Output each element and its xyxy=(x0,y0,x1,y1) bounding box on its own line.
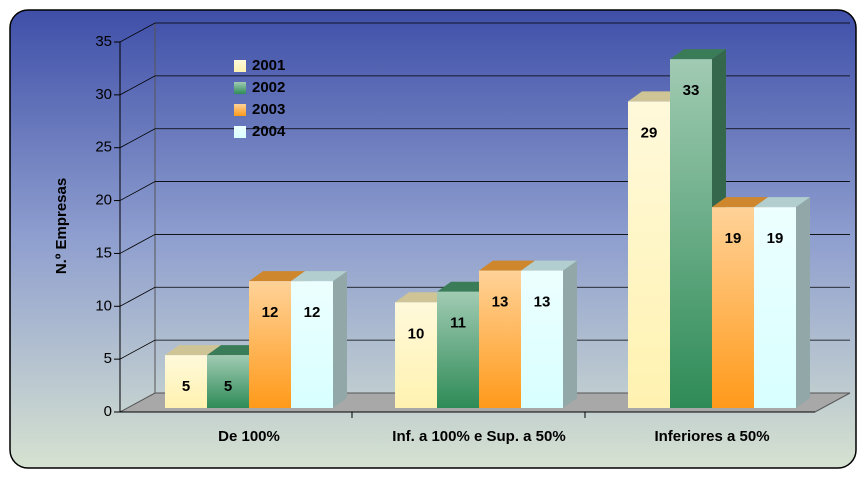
value-label: 13 xyxy=(534,294,551,311)
y-tick-label: 5 xyxy=(104,350,112,367)
bar-top xyxy=(521,260,577,271)
bar-side xyxy=(333,271,347,408)
bar-top xyxy=(249,271,305,282)
grid-line xyxy=(119,75,850,96)
value-label: 12 xyxy=(304,304,321,321)
legend-swatch xyxy=(234,60,246,72)
value-label: 19 xyxy=(725,230,742,247)
value-label: 19 xyxy=(767,230,784,247)
bar xyxy=(291,281,333,408)
legend-swatch xyxy=(234,104,246,116)
value-label: 11 xyxy=(450,315,466,332)
bar xyxy=(479,270,521,408)
bar xyxy=(628,101,670,408)
x-tick-label: De 100% xyxy=(218,428,280,445)
legend-label: 2001 xyxy=(252,57,285,74)
legend-swatch xyxy=(234,82,246,94)
x-tick-label-box: Inferiores a 50% xyxy=(654,428,770,445)
y-tick-label: 20 xyxy=(95,192,112,209)
value-label: 12 xyxy=(262,304,279,321)
x-tick-label: Inf. a 100% e Sup. a 50% xyxy=(392,428,566,445)
bar xyxy=(670,59,712,409)
bar-top xyxy=(670,49,726,60)
bar xyxy=(712,207,754,408)
bar-side xyxy=(796,197,810,408)
value-label: 10 xyxy=(408,325,425,342)
x-tick-label-box: De 100% xyxy=(218,428,280,445)
y-axis-label: N.º Empresas xyxy=(53,178,70,274)
legend-label: 2002 xyxy=(252,79,285,96)
y-tick-label: 30 xyxy=(95,86,112,103)
y-tick-label: 25 xyxy=(95,139,112,156)
grid-line xyxy=(119,22,850,43)
bar-top xyxy=(479,260,535,271)
value-label: 13 xyxy=(492,294,509,311)
bar xyxy=(165,355,207,408)
legend-label: 2003 xyxy=(252,101,285,118)
bar-side xyxy=(563,260,577,408)
bar-top xyxy=(712,197,768,208)
x-tick-label: Inferiores a 50% xyxy=(654,428,770,445)
bar xyxy=(754,207,796,408)
bar-top xyxy=(754,197,810,208)
value-label: 29 xyxy=(641,124,658,141)
bar-top xyxy=(291,271,347,282)
grid-line xyxy=(119,234,850,254)
grid-line xyxy=(119,339,850,360)
grid-line xyxy=(119,181,850,201)
legend-label: 2004 xyxy=(252,123,286,140)
value-label: 5 xyxy=(182,378,190,395)
bar xyxy=(249,281,291,408)
value-label: 5 xyxy=(224,378,232,395)
value-label: 33 xyxy=(683,82,700,99)
x-tick-label-box: Inf. a 100% e Sup. a 50% xyxy=(392,428,566,445)
y-tick-label: 10 xyxy=(95,297,112,314)
bar xyxy=(207,355,249,408)
y-tick-label: 0 xyxy=(104,403,112,420)
y-tick-label: 15 xyxy=(95,244,112,261)
grid-line xyxy=(119,128,850,149)
bar xyxy=(521,270,563,408)
grid-line xyxy=(119,286,850,307)
bar xyxy=(437,291,479,408)
y-tick-label: 35 xyxy=(95,33,112,50)
bar-top xyxy=(165,345,221,356)
legend-swatch xyxy=(234,126,246,138)
bar xyxy=(395,302,437,408)
